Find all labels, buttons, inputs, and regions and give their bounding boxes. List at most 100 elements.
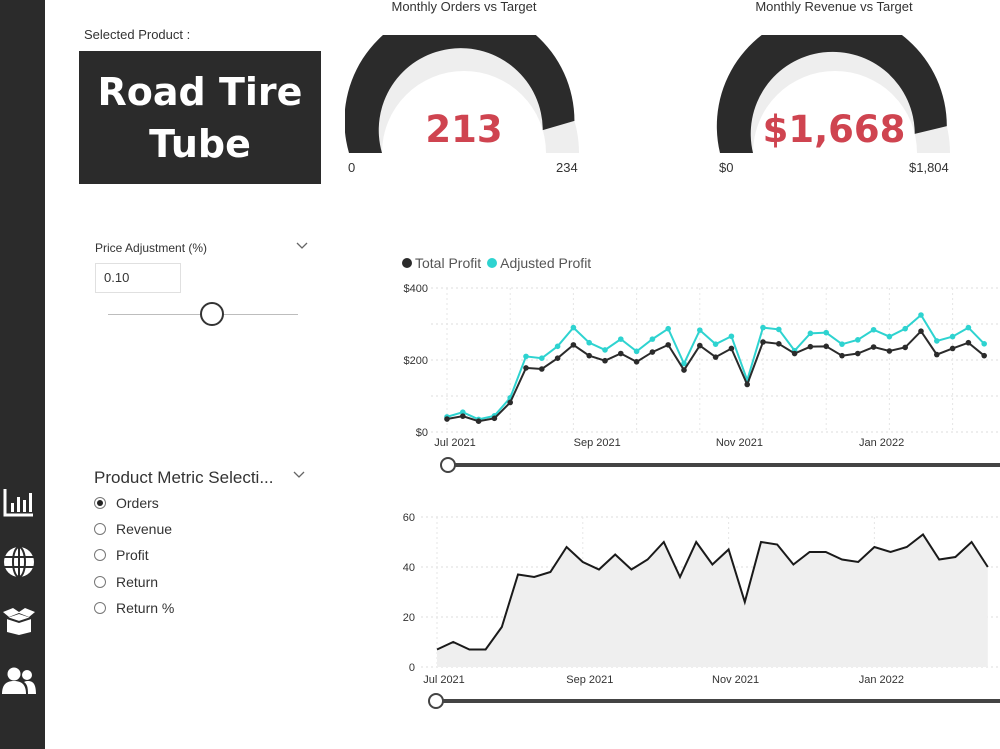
selected-product-label: Selected Product : xyxy=(84,27,191,42)
data-point xyxy=(728,333,735,340)
chevron-down-icon[interactable] xyxy=(295,241,309,251)
data-point xyxy=(665,325,671,332)
legend-marker-total xyxy=(402,258,412,268)
data-point xyxy=(776,326,782,333)
radio-revenue[interactable]: Revenue xyxy=(94,519,172,539)
sidebar xyxy=(0,0,45,749)
product-name-line1: Road Tire xyxy=(97,69,303,114)
revenue-gauge-min: $0 xyxy=(719,160,734,175)
orders-gauge-value: 213 xyxy=(425,108,503,151)
data-point xyxy=(554,343,561,350)
orders-gauge-title: Monthly Orders vs Target xyxy=(391,0,537,14)
price-adjustment-label: Price Adjustment (%) xyxy=(95,241,208,255)
data-point xyxy=(760,339,766,345)
data-point xyxy=(712,354,719,360)
data-point xyxy=(902,344,908,351)
data-point xyxy=(965,339,972,346)
x-tick-label: Nov 2021 xyxy=(716,437,763,449)
radio-button[interactable] xyxy=(94,602,106,614)
bar-chart-icon[interactable] xyxy=(0,483,38,521)
revenue-gauge-max: $1,804 xyxy=(909,160,949,175)
data-point xyxy=(586,352,592,359)
data-point xyxy=(460,413,466,419)
data-point xyxy=(618,336,624,342)
radio-profit[interactable]: Profit xyxy=(94,545,149,565)
x-tick-label: Sep 2021 xyxy=(574,437,621,449)
profit-chart-legend: Total Profit Adjusted Profit xyxy=(402,255,591,271)
data-point xyxy=(712,341,719,347)
radio-orders[interactable]: Orders xyxy=(94,493,159,513)
data-point xyxy=(934,338,940,344)
radio-return[interactable]: Return xyxy=(94,572,158,592)
radio-return-pct[interactable]: Return % xyxy=(94,598,174,618)
data-point xyxy=(807,330,814,337)
data-point xyxy=(918,328,924,334)
metric-selection-title: Product Metric Selecti... xyxy=(94,468,274,487)
selected-product-card: Road Tire Tube xyxy=(79,51,321,184)
orders-gauge xyxy=(345,35,579,153)
data-point xyxy=(934,351,940,358)
y-tick-label: 0 xyxy=(409,662,415,674)
data-point xyxy=(460,409,466,415)
radio-label: Orders xyxy=(116,495,159,511)
data-point xyxy=(618,350,624,357)
x-tick-label: Nov 2021 xyxy=(712,674,759,686)
radio-button[interactable] xyxy=(94,523,106,535)
radio-label: Profit xyxy=(116,547,149,563)
data-point xyxy=(633,348,640,355)
data-point xyxy=(965,324,972,331)
profit-line-chart: $400 $200 $0 Jul 2021 Sep 2021 Nov 2021 Jan 20… xyxy=(404,283,1000,473)
data-point xyxy=(681,360,687,367)
orders-area-chart: 60 40 20 0 Jul 2021 Sep 2021 Nov 2021 Jan 2022 xyxy=(403,512,1000,709)
x-tick-label: Sep 2021 xyxy=(566,674,613,686)
price-adjustment-input[interactable]: 0.10 xyxy=(95,263,181,293)
range-slider-handle xyxy=(428,693,444,709)
price-slider-handle[interactable] xyxy=(200,302,224,326)
x-tick-label: Jul 2021 xyxy=(423,674,465,686)
data-point xyxy=(791,350,798,357)
data-point xyxy=(475,418,482,424)
y-tick-label: 60 xyxy=(403,512,415,524)
orders-gauge-max: 234 xyxy=(556,160,578,175)
data-point xyxy=(949,345,956,352)
data-point xyxy=(949,333,956,340)
data-point xyxy=(823,329,829,336)
x-tick-label: Jan 2022 xyxy=(859,674,904,686)
revenue-gauge-value: $1,668 xyxy=(762,108,906,151)
box-icon[interactable] xyxy=(0,602,38,640)
data-point xyxy=(918,312,924,318)
data-point xyxy=(981,341,987,347)
y-tick-label: $200 xyxy=(404,355,428,367)
data-point xyxy=(776,341,782,347)
legend-marker-adjusted xyxy=(487,258,498,268)
y-tick-label: $400 xyxy=(404,283,428,295)
data-point xyxy=(554,355,561,361)
data-point xyxy=(602,357,608,364)
radio-label: Return % xyxy=(116,600,175,616)
data-point xyxy=(870,344,877,350)
globe-icon[interactable] xyxy=(0,543,38,581)
users-icon[interactable] xyxy=(0,662,38,700)
radio-button[interactable] xyxy=(94,549,106,561)
range-slider-handle xyxy=(440,457,456,473)
data-point xyxy=(981,352,987,359)
data-point xyxy=(649,336,656,342)
data-point xyxy=(886,333,893,340)
y-tick-label: $0 xyxy=(416,427,428,439)
y-tick-label: 20 xyxy=(403,612,415,624)
data-point xyxy=(807,343,814,350)
data-point xyxy=(523,365,529,371)
data-point xyxy=(728,345,735,352)
data-point xyxy=(570,342,577,348)
data-point xyxy=(744,381,750,388)
radio-button[interactable] xyxy=(94,497,106,509)
radio-label: Revenue xyxy=(116,521,173,537)
chevron-down-icon[interactable] xyxy=(292,470,306,480)
revenue-gauge xyxy=(716,35,950,153)
data-point xyxy=(523,353,529,360)
radio-button[interactable] xyxy=(94,576,106,588)
data-point xyxy=(839,341,845,347)
data-point xyxy=(902,325,908,332)
data-point xyxy=(760,324,766,331)
data-point xyxy=(681,367,687,373)
